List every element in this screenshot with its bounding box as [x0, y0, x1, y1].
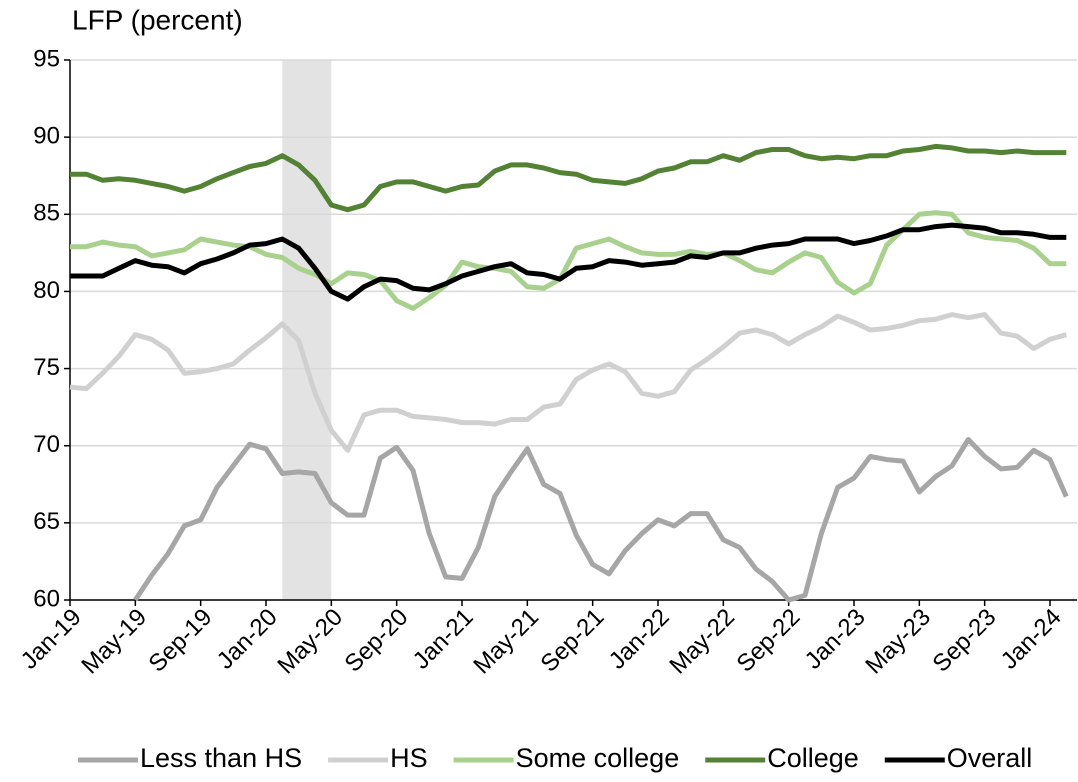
legend-label: Less than HS — [140, 743, 302, 773]
x-tick-label: May-22 — [664, 604, 740, 680]
x-tick-label: Sep-19 — [144, 604, 218, 678]
axis-title: LFP (percent) — [72, 4, 243, 35]
series-line — [69, 312, 1067, 453]
x-tick-label: Sep-21 — [536, 604, 610, 678]
legend-label: Overall — [947, 743, 1033, 773]
x-tick-label: Jan-21 — [408, 604, 479, 675]
x-tick-label: Jan-19 — [16, 604, 87, 675]
legend-label: HS — [390, 743, 428, 773]
x-tick-label: Sep-20 — [340, 604, 414, 678]
x-tick-label: May-23 — [860, 604, 936, 680]
y-tick-label: 80 — [33, 277, 60, 304]
x-tick-label: May-19 — [76, 604, 152, 680]
x-tick-label: Sep-22 — [732, 604, 806, 678]
x-tick-label: Sep-23 — [928, 604, 1002, 678]
x-tick-label: Jan-24 — [996, 604, 1067, 675]
x-tick-label: May-20 — [272, 604, 348, 680]
y-tick-label: 90 — [33, 122, 60, 149]
series-line — [70, 222, 1067, 302]
y-tick-label: 85 — [33, 200, 60, 227]
x-tick-label: May-21 — [468, 604, 544, 680]
y-tick-label: 65 — [33, 508, 60, 535]
legend-label: Some college — [516, 743, 680, 773]
x-tick-label: Jan-23 — [800, 604, 871, 675]
y-tick-label: 75 — [33, 354, 60, 381]
series-line — [70, 143, 1067, 213]
x-tick-label: Jan-20 — [212, 604, 283, 675]
series-line — [133, 437, 1069, 603]
y-tick-label: 95 — [33, 45, 60, 72]
y-tick-label: 60 — [33, 585, 60, 612]
legend-label: College — [767, 743, 859, 773]
x-tick-label: Jan-22 — [604, 604, 675, 675]
y-tick-label: 70 — [33, 431, 60, 458]
